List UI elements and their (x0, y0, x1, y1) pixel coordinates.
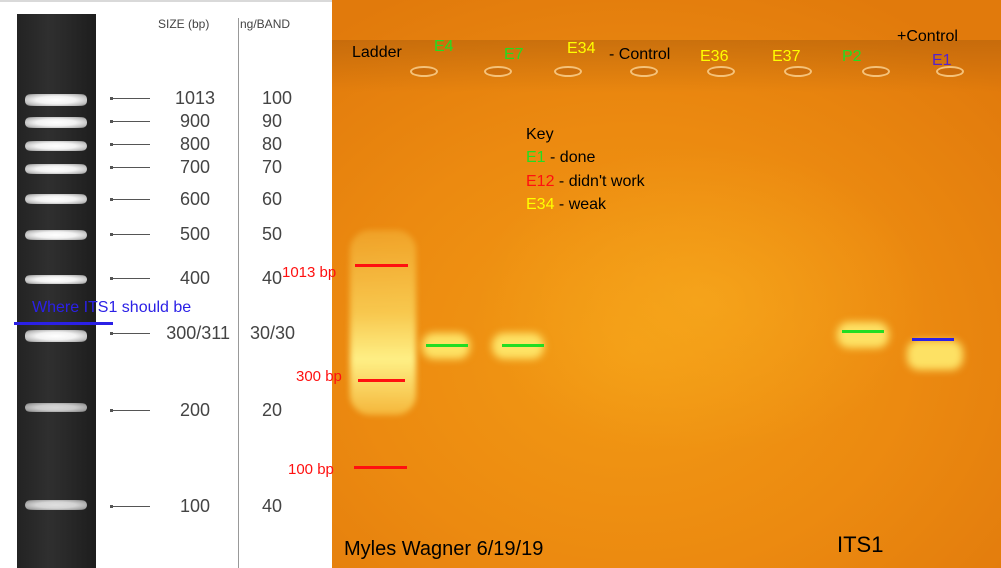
lane-label-neg-control: - Control (609, 46, 671, 63)
lane-label-e37: E37 (772, 48, 801, 65)
top-rule (0, 0, 332, 2)
band-mark-e4 (426, 344, 468, 347)
ref-band-500 (25, 230, 87, 240)
its1-expected-line (14, 322, 113, 325)
ref-band-600 (25, 194, 87, 204)
lane-label-p2: P2 (842, 48, 862, 65)
ng-label: 70 (262, 157, 283, 177)
ng-label: 30/30 (250, 323, 296, 343)
well (784, 66, 812, 77)
ladder-smear (350, 230, 416, 415)
key-item-weak: E34 - weak (526, 196, 606, 214)
marker-label-1013: 1013 bp (282, 264, 337, 281)
band-mark-e7 (502, 344, 544, 347)
marker-line-300 (358, 379, 405, 382)
column-divider (238, 18, 239, 568)
lane-label-e36: E36 (700, 48, 729, 65)
ng-label: 40 (262, 496, 283, 516)
ng-label: 60 (262, 189, 283, 209)
lane-label-pos-control: +Control (897, 28, 958, 45)
ref-tick (110, 409, 150, 412)
size-label: 800 (179, 134, 210, 154)
ref-band-900 (25, 117, 87, 128)
well (862, 66, 890, 77)
key-text: - done (545, 149, 596, 166)
reference-ladder-lane (17, 14, 96, 568)
ref-band-300 (25, 330, 87, 342)
key-code: E12 (526, 173, 555, 190)
key-item-done: E1 - done (526, 149, 595, 167)
size-label: 1013 (174, 88, 215, 108)
sample-band-p2 (837, 322, 889, 348)
size-label: 600 (179, 189, 210, 209)
well (630, 66, 658, 77)
size-label: 100 (179, 496, 210, 516)
ng-label: 20 (262, 400, 283, 420)
key-code: E1 (526, 149, 546, 166)
ref-band-100 (25, 500, 87, 510)
well (554, 66, 582, 77)
key-text: - didn't work (554, 173, 645, 190)
ref-tick (110, 97, 150, 100)
ref-band-800 (25, 141, 87, 151)
size-column-header: SIZE (bp) (158, 17, 210, 31)
ref-tick (110, 277, 150, 280)
marker-line-1013 (355, 264, 408, 267)
key-item-failed: E12 - didn't work (526, 173, 645, 191)
band-mark-p2 (842, 330, 884, 333)
marker-label-300: 300 bp (296, 368, 342, 385)
lane-label-e34: E34 (567, 40, 596, 57)
well (410, 66, 438, 77)
ref-band-400 (25, 275, 87, 284)
marker-label-100: 100 bp (288, 461, 334, 478)
ng-label: 100 (262, 88, 293, 108)
ref-tick (110, 166, 150, 169)
well (707, 66, 735, 77)
lane-label-e4: E4 (434, 38, 454, 55)
key-title: Key (526, 126, 554, 143)
ref-band-1013 (25, 94, 87, 106)
ref-tick (110, 505, 150, 508)
ladder-reference-panel: SIZE (bp) ng/BAND 1013 900 800 700 600 5… (0, 0, 332, 568)
ref-band-700 (25, 164, 87, 174)
well-region (332, 40, 1001, 92)
lane-label-e7: E7 (504, 46, 524, 63)
key-text: - weak (554, 196, 607, 213)
target-label: ITS1 (837, 532, 884, 557)
ref-tick (110, 143, 150, 146)
ref-tick (110, 198, 150, 201)
ng-label: 80 (262, 134, 283, 154)
ref-band-200 (25, 403, 87, 412)
size-label: 900 (179, 111, 210, 131)
size-label: 300/311 (166, 323, 230, 343)
ref-tick (110, 332, 150, 335)
size-label: 400 (179, 268, 210, 288)
gel-photo: Ladder E4 E7 E34 - Control E36 E37 P2 +C… (282, 0, 1001, 568)
lane-label-e1: E1 (932, 52, 952, 69)
sample-band-e1 (907, 340, 963, 370)
ref-tick (110, 120, 150, 123)
ng-label: 90 (262, 111, 283, 131)
its1-expected-label: Where ITS1 should be (32, 299, 192, 316)
ng-label: 40 (262, 268, 283, 288)
size-label: 200 (179, 400, 210, 420)
size-label: 700 (179, 157, 210, 177)
size-label: 500 (179, 224, 210, 244)
key-code: E34 (526, 196, 555, 213)
band-mark-e1 (912, 338, 954, 341)
lane-label-ladder: Ladder (352, 44, 402, 61)
ng-label: 50 (262, 224, 283, 244)
ng-column-header: ng/BAND (240, 17, 291, 31)
author-date: Myles Wagner 6/19/19 (344, 538, 544, 560)
well (484, 66, 512, 77)
ref-tick (110, 233, 150, 236)
well (936, 66, 964, 77)
marker-line-100 (354, 466, 407, 469)
